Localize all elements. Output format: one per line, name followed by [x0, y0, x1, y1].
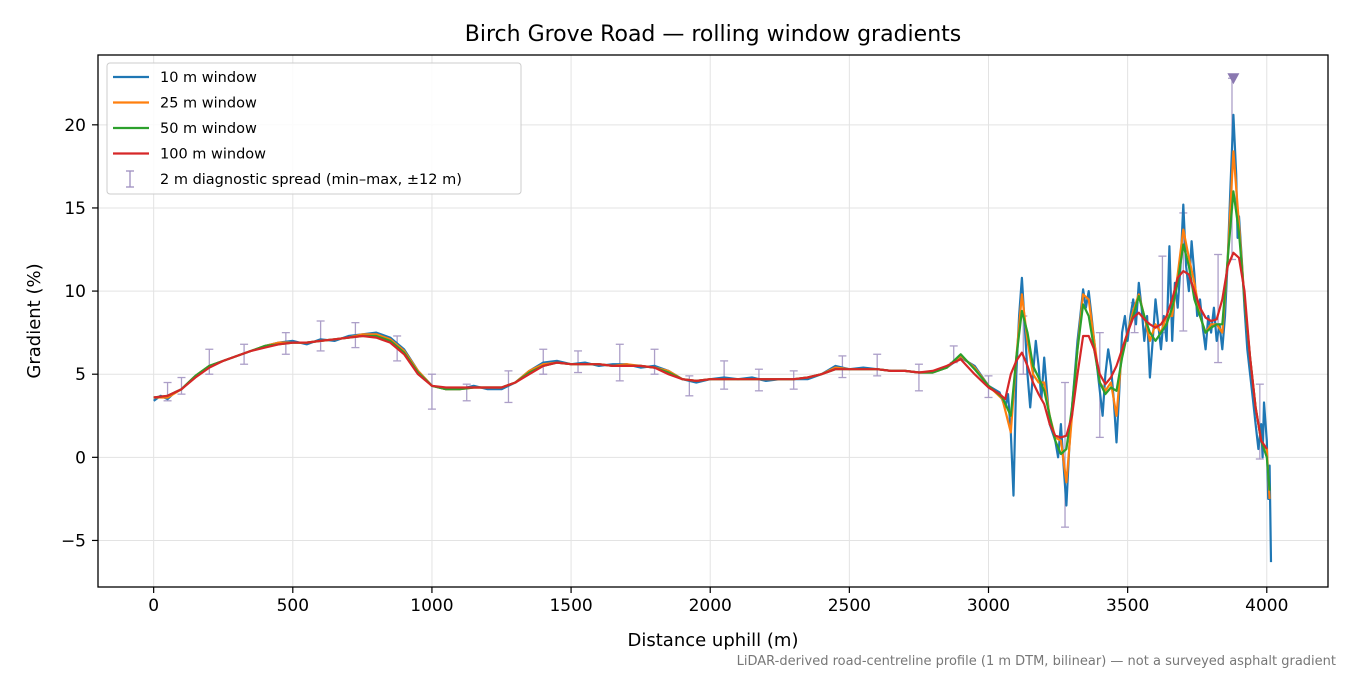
annotations	[1227, 73, 1240, 85]
y-tick-label: −5	[61, 531, 86, 551]
plot-area	[153, 77, 1273, 563]
x-tick-label: 1500	[549, 596, 592, 616]
y-tick-label: 0	[75, 448, 86, 468]
x-tick-label: 3500	[1106, 596, 1149, 616]
chart-title: Birch Grove Road — rolling window gradie…	[465, 22, 961, 47]
legend: 10 m window 25 m window 50 m window 100 m w…	[106, 62, 522, 195]
error-bar	[873, 353, 882, 377]
error-bar	[1214, 253, 1223, 364]
y-tick-label: 5	[75, 365, 86, 385]
x-tick-label: 1000	[410, 596, 453, 616]
error-bar	[316, 320, 325, 352]
legend-label: 100 m window	[160, 147, 266, 163]
x-tick-label: 2000	[689, 596, 732, 616]
error-bar	[177, 376, 186, 395]
x-tick-label: 4000	[1245, 596, 1288, 616]
legend-label: 2 m diagnostic spread (min–max, ±12 m)	[160, 172, 462, 188]
plot-frame	[97, 54, 1329, 588]
y-tick-label: 15	[64, 199, 86, 219]
error-bar	[615, 343, 624, 382]
error-bar	[914, 363, 923, 392]
y-axis-label: Gradient (%)	[24, 263, 45, 378]
series-lines	[153, 113, 1273, 563]
series-line-100m	[153, 251, 1268, 450]
legend-box	[106, 62, 522, 195]
y-tick-label: 20	[64, 116, 86, 136]
error-bar	[650, 348, 659, 375]
error-bar	[1255, 383, 1264, 460]
error-bar	[205, 348, 214, 375]
error-bar	[574, 350, 583, 374]
x-tick-label: 500	[277, 596, 309, 616]
x-tick-label: 3000	[967, 596, 1010, 616]
legend-item: 50 m window	[113, 121, 257, 137]
x-axis-ticks: 0 500 1000 1500 2000 2500 3000 3500 4000	[148, 587, 1288, 616]
x-tick-label: 2500	[828, 596, 871, 616]
error-bar	[1061, 381, 1070, 528]
caption: LiDAR-derived road-centreline profile (1…	[737, 654, 1336, 669]
x-axis-label: Distance uphill (m)	[628, 630, 799, 651]
error-bar	[427, 373, 436, 410]
legend-item: 100 m window	[113, 147, 266, 163]
legend-item: 10 m window	[113, 70, 257, 86]
x-tick-label: 0	[148, 596, 159, 616]
legend-label: 25 m window	[160, 96, 257, 112]
legend-label: 10 m window	[160, 70, 257, 86]
y-axis-ticks: −5 0 5 10 15 20	[61, 116, 98, 551]
legend-item: 2 m diagnostic spread (min–max, ±12 m)	[126, 170, 462, 188]
y-tick-label: 10	[64, 282, 86, 302]
legend-label: 50 m window	[160, 121, 257, 137]
peak-marker	[1227, 73, 1240, 85]
legend-item: 25 m window	[113, 96, 257, 112]
error-bar	[720, 360, 729, 390]
